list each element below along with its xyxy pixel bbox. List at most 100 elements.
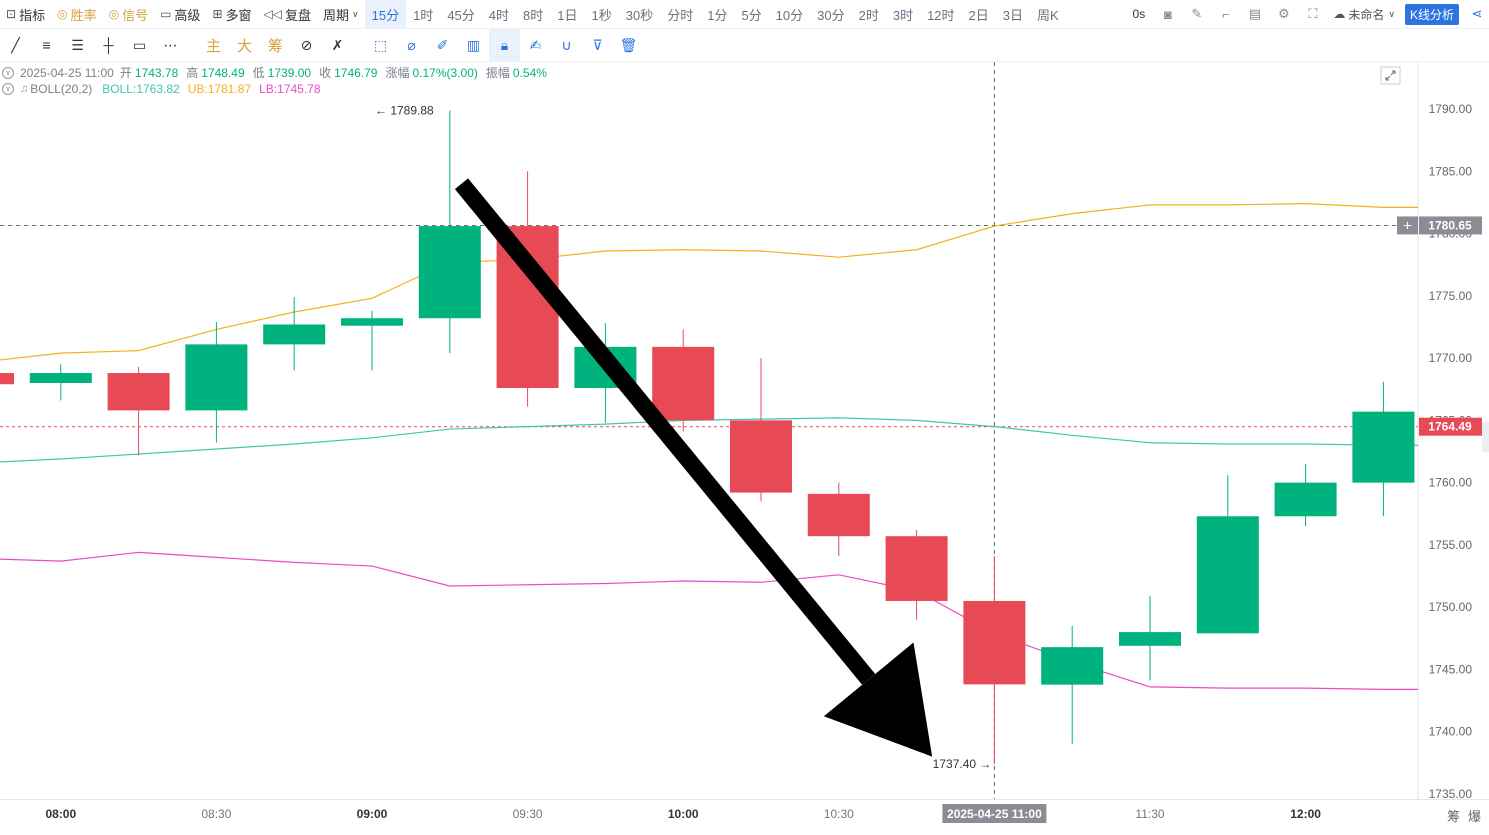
period-tab[interactable]: 3日 (1002, 7, 1024, 23)
candle-body[interactable] (885, 536, 948, 601)
parallel-lines-icon[interactable]: ≡ (42, 37, 51, 53)
period-tab[interactable]: 8时 (523, 7, 544, 23)
period-tab[interactable]: 1日 (557, 7, 578, 23)
period-tab[interactable]: 1分 (707, 7, 728, 23)
magic-icon[interactable]: ✗ (331, 36, 344, 53)
low-value: 1739.00 (267, 65, 312, 80)
candle-body[interactable] (963, 600, 1026, 685)
horizontal-ray-icon[interactable]: ┼ (103, 37, 114, 53)
candlestick-chart[interactable]: 1790.001785.001780.001775.001770.001765.… (0, 62, 1489, 827)
candle-icon[interactable]: ▥ (466, 36, 481, 53)
candle-body[interactable] (185, 344, 248, 411)
candle-body[interactable] (29, 373, 92, 383)
coin-icon: ◎ (57, 7, 68, 21)
camera-icon[interactable]: ◙ (1163, 6, 1172, 22)
high-label: 高 (186, 66, 199, 80)
expand-icon[interactable] (1380, 66, 1401, 85)
edit-icon[interactable]: ✍ (529, 36, 542, 53)
winrate-button[interactable]: ◎ 胜率 (51, 0, 103, 28)
close-value: 1746.79 (334, 65, 378, 80)
candle-body[interactable] (1119, 632, 1181, 646)
candle-body[interactable] (1352, 411, 1415, 483)
period-tab[interactable]: 30分 (817, 7, 845, 23)
candle-body[interactable] (263, 324, 326, 345)
period-tab[interactable]: 1秒 (591, 7, 612, 23)
legend-datetime: 2025-04-25 11:00 (20, 65, 114, 80)
period-tab[interactable]: 5分 (741, 7, 762, 23)
share-icon[interactable]: ⋖ (1471, 6, 1483, 21)
chip-footer-button[interactable]: 筹 (1446, 809, 1460, 824)
burst-footer-button[interactable]: 爆 (1467, 809, 1481, 824)
candle-body[interactable] (1041, 647, 1104, 685)
kline-analysis-button[interactable]: K线分析 (1404, 3, 1459, 25)
replay-button[interactable]: ◁◁ 复盘 (258, 0, 317, 28)
pencil-icon[interactable]: ✎ (1191, 6, 1203, 21)
image-icon[interactable]: ▤ (1248, 6, 1262, 21)
ruler-icon[interactable]: ⌀ (407, 36, 416, 53)
signal-button[interactable]: ◎ 信号 (103, 0, 155, 28)
fullscreen-icon[interactable]: ⛶ (1308, 6, 1318, 21)
big-button[interactable]: 大 (236, 37, 252, 55)
min-price-mark: 1737.40 → (933, 757, 992, 771)
period-tab[interactable]: 2时 (858, 7, 879, 23)
main-button[interactable]: 主 (205, 37, 221, 55)
multiwindow-label: 多窗 (225, 7, 252, 23)
multiwindow-button[interactable]: ⊞ 多窗 (206, 0, 257, 28)
more-icon[interactable]: ⋯ (163, 36, 178, 53)
period-tab[interactable]: 15分 (364, 0, 407, 28)
trend-arrow-shaft[interactable] (454, 178, 876, 685)
candle-body[interactable] (730, 420, 792, 493)
layout-dropdown[interactable]: ☁ 未命名 ∨ (1327, 6, 1401, 23)
bell-icon[interactable]: ♫ (20, 83, 29, 95)
close-label: 收 (319, 66, 332, 80)
period-tab[interactable]: 2日 (968, 7, 989, 23)
period-dropdown[interactable]: 周期 ∨ (317, 0, 365, 28)
indicator-button[interactable]: ⊡ 指标 (0, 0, 51, 28)
chip-button[interactable]: 筹 (267, 37, 283, 55)
magnet-icon[interactable]: ∪ (561, 36, 572, 53)
plus-icon[interactable]: + (1403, 217, 1412, 234)
trend-arrow-head[interactable] (823, 642, 933, 757)
lock-icon[interactable]: 🔒︎ (489, 29, 520, 61)
replay-label: 复盘 (284, 7, 311, 23)
period-tab[interactable]: 分时 (667, 7, 694, 23)
gear-icon[interactable]: ⚙ (1278, 6, 1290, 21)
period-tab[interactable]: 4时 (488, 7, 510, 23)
period-tab[interactable]: 3时 (892, 7, 914, 23)
candle-body[interactable] (652, 346, 715, 421)
line-tool-icon[interactable]: ╱ (11, 36, 20, 53)
advanced-button[interactable]: ▭ 高级 (154, 0, 206, 28)
filter-icon[interactable]: ⊽ (592, 36, 603, 53)
candle-body[interactable] (341, 318, 403, 326)
fib-lines-icon[interactable]: ☰ (71, 36, 84, 53)
panel-collapse-handle[interactable] (1482, 422, 1489, 452)
ai-icon[interactable]: ⊘ (300, 36, 313, 53)
period-tab[interactable]: 10分 (775, 7, 804, 23)
boll-mid-line (0, 417, 1418, 463)
candle-body[interactable] (1274, 482, 1337, 517)
period-tab[interactable]: 45分 (447, 7, 475, 23)
boll-value: 1763.82 (136, 82, 180, 96)
candle-body[interactable] (807, 493, 870, 537)
add-alert-button[interactable] (1397, 216, 1418, 235)
period-tab[interactable]: 周K (1037, 7, 1059, 23)
collapse-icon[interactable]: ∨ (2, 83, 14, 95)
candle-body[interactable] (0, 373, 14, 385)
trash-icon[interactable]: 🗑︎ (619, 36, 638, 53)
collapse-icon[interactable]: ∨ (2, 66, 14, 79)
rectangle-icon[interactable]: ▭ (132, 36, 147, 53)
brush-icon[interactable]: ✐ (436, 36, 449, 53)
candle-body[interactable] (107, 373, 170, 411)
candle-body[interactable] (418, 226, 481, 319)
period-tab[interactable]: 12时 (927, 7, 955, 23)
toolbar-right: 0s ◙ ✎ ⌐ ▤ ⚙ ⛶ ☁ 未命名 ∨ K线分析 ⋖ (1124, 0, 1489, 28)
period-tab[interactable]: 30秒 (625, 7, 654, 23)
select-icon[interactable]: ⬚ (373, 36, 388, 53)
ohlc-legend: ∨ 2025-04-25 11:00 开 1743.78 高 1748.49 低 17… (0, 64, 555, 81)
period-tab[interactable]: 1时 (413, 7, 434, 23)
candle-body[interactable] (1196, 516, 1259, 634)
ub-value: 1781.87 (207, 82, 252, 96)
crop-icon[interactable]: ⌐ (1222, 6, 1230, 22)
x-tick-label: 10:00 (668, 807, 699, 821)
signal-label: 信号 (122, 7, 149, 23)
